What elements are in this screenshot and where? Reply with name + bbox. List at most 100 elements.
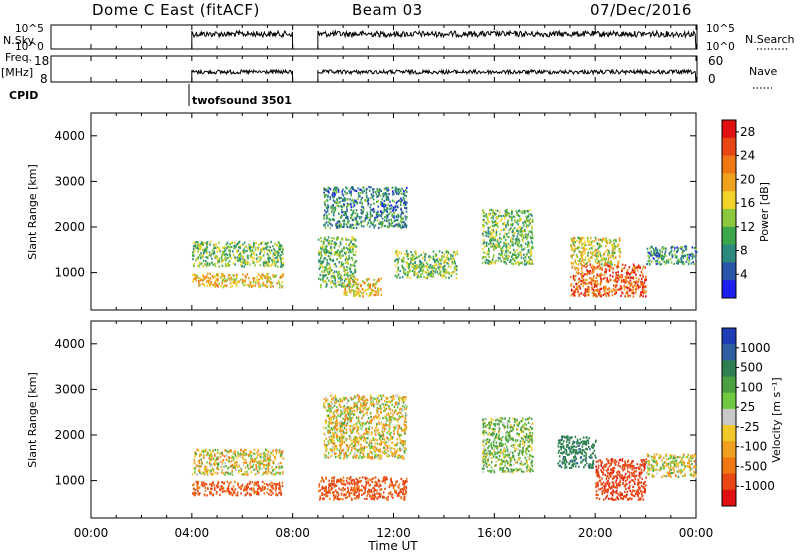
echo-cell [279, 255, 281, 257]
echo-cell [334, 278, 336, 280]
echo-cell [642, 273, 644, 275]
echo-cell [268, 277, 270, 279]
echo-cell [604, 288, 606, 290]
echo-cell [331, 240, 333, 242]
echo-cell [632, 286, 634, 288]
echo-cell [344, 484, 346, 486]
echo-cell [603, 294, 605, 296]
echo-cell [388, 492, 390, 494]
echo-cell [386, 199, 388, 201]
echo-cell [356, 478, 358, 480]
echo-cell [631, 292, 633, 294]
echo-cell [496, 229, 498, 231]
echo-cell [328, 236, 330, 238]
echo-cell [347, 263, 349, 265]
echo-cell [261, 243, 263, 245]
echo-cell [199, 455, 201, 457]
echo-cell [218, 242, 220, 244]
echo-cell [211, 261, 213, 263]
echo-cell [341, 191, 343, 193]
echo-cell [354, 295, 356, 297]
echo-cell [353, 246, 355, 248]
echo-cell [597, 295, 599, 297]
echo-cell [254, 264, 256, 266]
echo-cell [257, 261, 259, 263]
echo-cell [634, 285, 636, 287]
echo-cell [605, 291, 607, 293]
echo-cell [233, 278, 235, 280]
echo-cell [207, 285, 209, 287]
echo-cell [213, 484, 215, 486]
echo-cell [574, 259, 576, 261]
echo-cell [252, 452, 254, 454]
echo-cell [330, 252, 332, 254]
echo-cell [405, 396, 407, 398]
echo-cell [329, 483, 331, 485]
echo-cell [199, 278, 201, 280]
echo-cell [197, 244, 199, 246]
echo-cell [343, 219, 345, 221]
echo-cell [352, 224, 354, 226]
echo-cell [397, 225, 399, 227]
echo-cell [259, 253, 261, 255]
echo-cell [357, 198, 359, 200]
echo-cell [217, 463, 219, 465]
echo-cell [367, 212, 369, 214]
echo-cell [258, 460, 260, 462]
echo-cell [324, 257, 326, 259]
echo-cell [237, 482, 239, 484]
echo-cell [629, 295, 631, 297]
echo-cell [649, 260, 651, 262]
echo-cell [192, 280, 194, 282]
echo-cell [194, 250, 196, 252]
echo-cell [336, 243, 338, 245]
echo-cell [344, 271, 346, 273]
echo-cell [641, 271, 643, 273]
echo-cell [402, 226, 404, 228]
echo-cell [398, 267, 400, 269]
echo-cell [377, 190, 379, 192]
echo-cell [576, 263, 578, 265]
echo-cell [327, 208, 329, 210]
echo-cell [344, 197, 346, 199]
echo-cell [333, 190, 335, 192]
echo-cell [525, 216, 527, 218]
echo-cell [501, 254, 503, 256]
echo-cell [483, 226, 485, 228]
echo-cell [217, 260, 219, 262]
echo-cell [427, 269, 429, 271]
echo-cell [647, 248, 649, 250]
echo-cell [373, 283, 375, 285]
echo-cell [573, 243, 575, 245]
echo-cell [621, 275, 623, 277]
echo-cell [580, 287, 582, 289]
echo-cell [262, 278, 264, 280]
echo-cell [490, 236, 492, 238]
echo-cell [391, 204, 393, 206]
echo-cell [615, 286, 617, 288]
echo-cell [368, 482, 370, 484]
echo-cell [327, 491, 329, 493]
echo-cell [348, 489, 350, 491]
echo-cell [381, 222, 383, 224]
echo-cell [346, 247, 348, 249]
echo-cell [516, 240, 518, 242]
echo-cell [639, 295, 641, 297]
echo-cell [406, 211, 408, 213]
echo-cell [692, 246, 694, 248]
echo-cell [249, 246, 251, 248]
echo-cell [197, 488, 199, 490]
echo-cell [371, 214, 373, 216]
echo-cell [198, 277, 200, 279]
echo-cell [335, 201, 337, 203]
velocity-ylabel: Slant Range [km] [26, 372, 39, 468]
echo-cell [199, 248, 201, 250]
echo-cell [218, 283, 220, 285]
echo-cell [235, 246, 237, 248]
echo-cell [376, 193, 378, 195]
echo-cell [259, 286, 261, 288]
echo-cell [488, 248, 490, 250]
echo-cell [276, 261, 278, 263]
echo-cell [686, 254, 688, 256]
echo-cell [391, 221, 393, 223]
